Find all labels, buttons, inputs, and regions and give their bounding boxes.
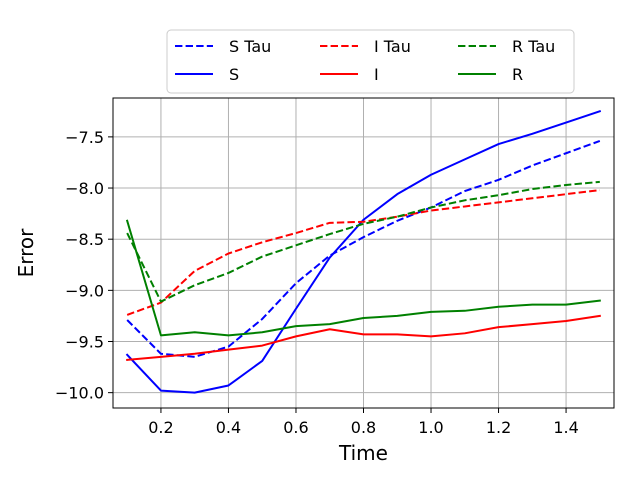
x-tick-label: 0.2 — [148, 418, 173, 437]
legend-label: S — [229, 65, 239, 84]
x-axis-label: Time — [338, 441, 388, 465]
x-tick-label: 1.0 — [418, 418, 443, 437]
x-tick-label: 0.6 — [283, 418, 308, 437]
y-tick-label: −9.0 — [65, 281, 104, 300]
series-line-s — [125, 110, 602, 394]
series-line-r — [125, 219, 601, 337]
legend-label: I Tau — [374, 37, 411, 56]
x-tick-label: 0.8 — [351, 418, 376, 437]
y-tick-label: −7.5 — [65, 128, 104, 147]
y-tick-label: −9.5 — [65, 332, 104, 351]
series-line-i — [126, 314, 601, 361]
y-tick-label: −8.0 — [65, 179, 104, 198]
legend-label: S Tau — [229, 37, 271, 56]
legend-label: R Tau — [512, 37, 555, 56]
series-line-s-tau — [126, 140, 601, 358]
y-tick-label: −8.5 — [65, 230, 104, 249]
legend-label: I — [374, 65, 379, 84]
y-tick-label: −10.0 — [55, 384, 104, 403]
x-axis-ticks: 0.2 0.4 0.6 0.8 1.0 1.2 1.4 — [148, 408, 579, 437]
x-tick-label: 1.2 — [486, 418, 511, 437]
grid — [113, 98, 614, 408]
y-axis-ticks: −10.0 −9.5 −9.0 −8.5 −8.0 −7.5 — [55, 128, 113, 403]
x-tick-label: 1.4 — [553, 418, 578, 437]
series-line-i-tau — [126, 189, 600, 316]
x-tick-label: 0.4 — [216, 418, 241, 437]
y-axis-label: Error — [14, 228, 38, 278]
legend-label: R — [512, 65, 523, 84]
series-lines — [125, 110, 602, 394]
legend: S Tau S I Tau I R Tau R — [166, 29, 575, 94]
